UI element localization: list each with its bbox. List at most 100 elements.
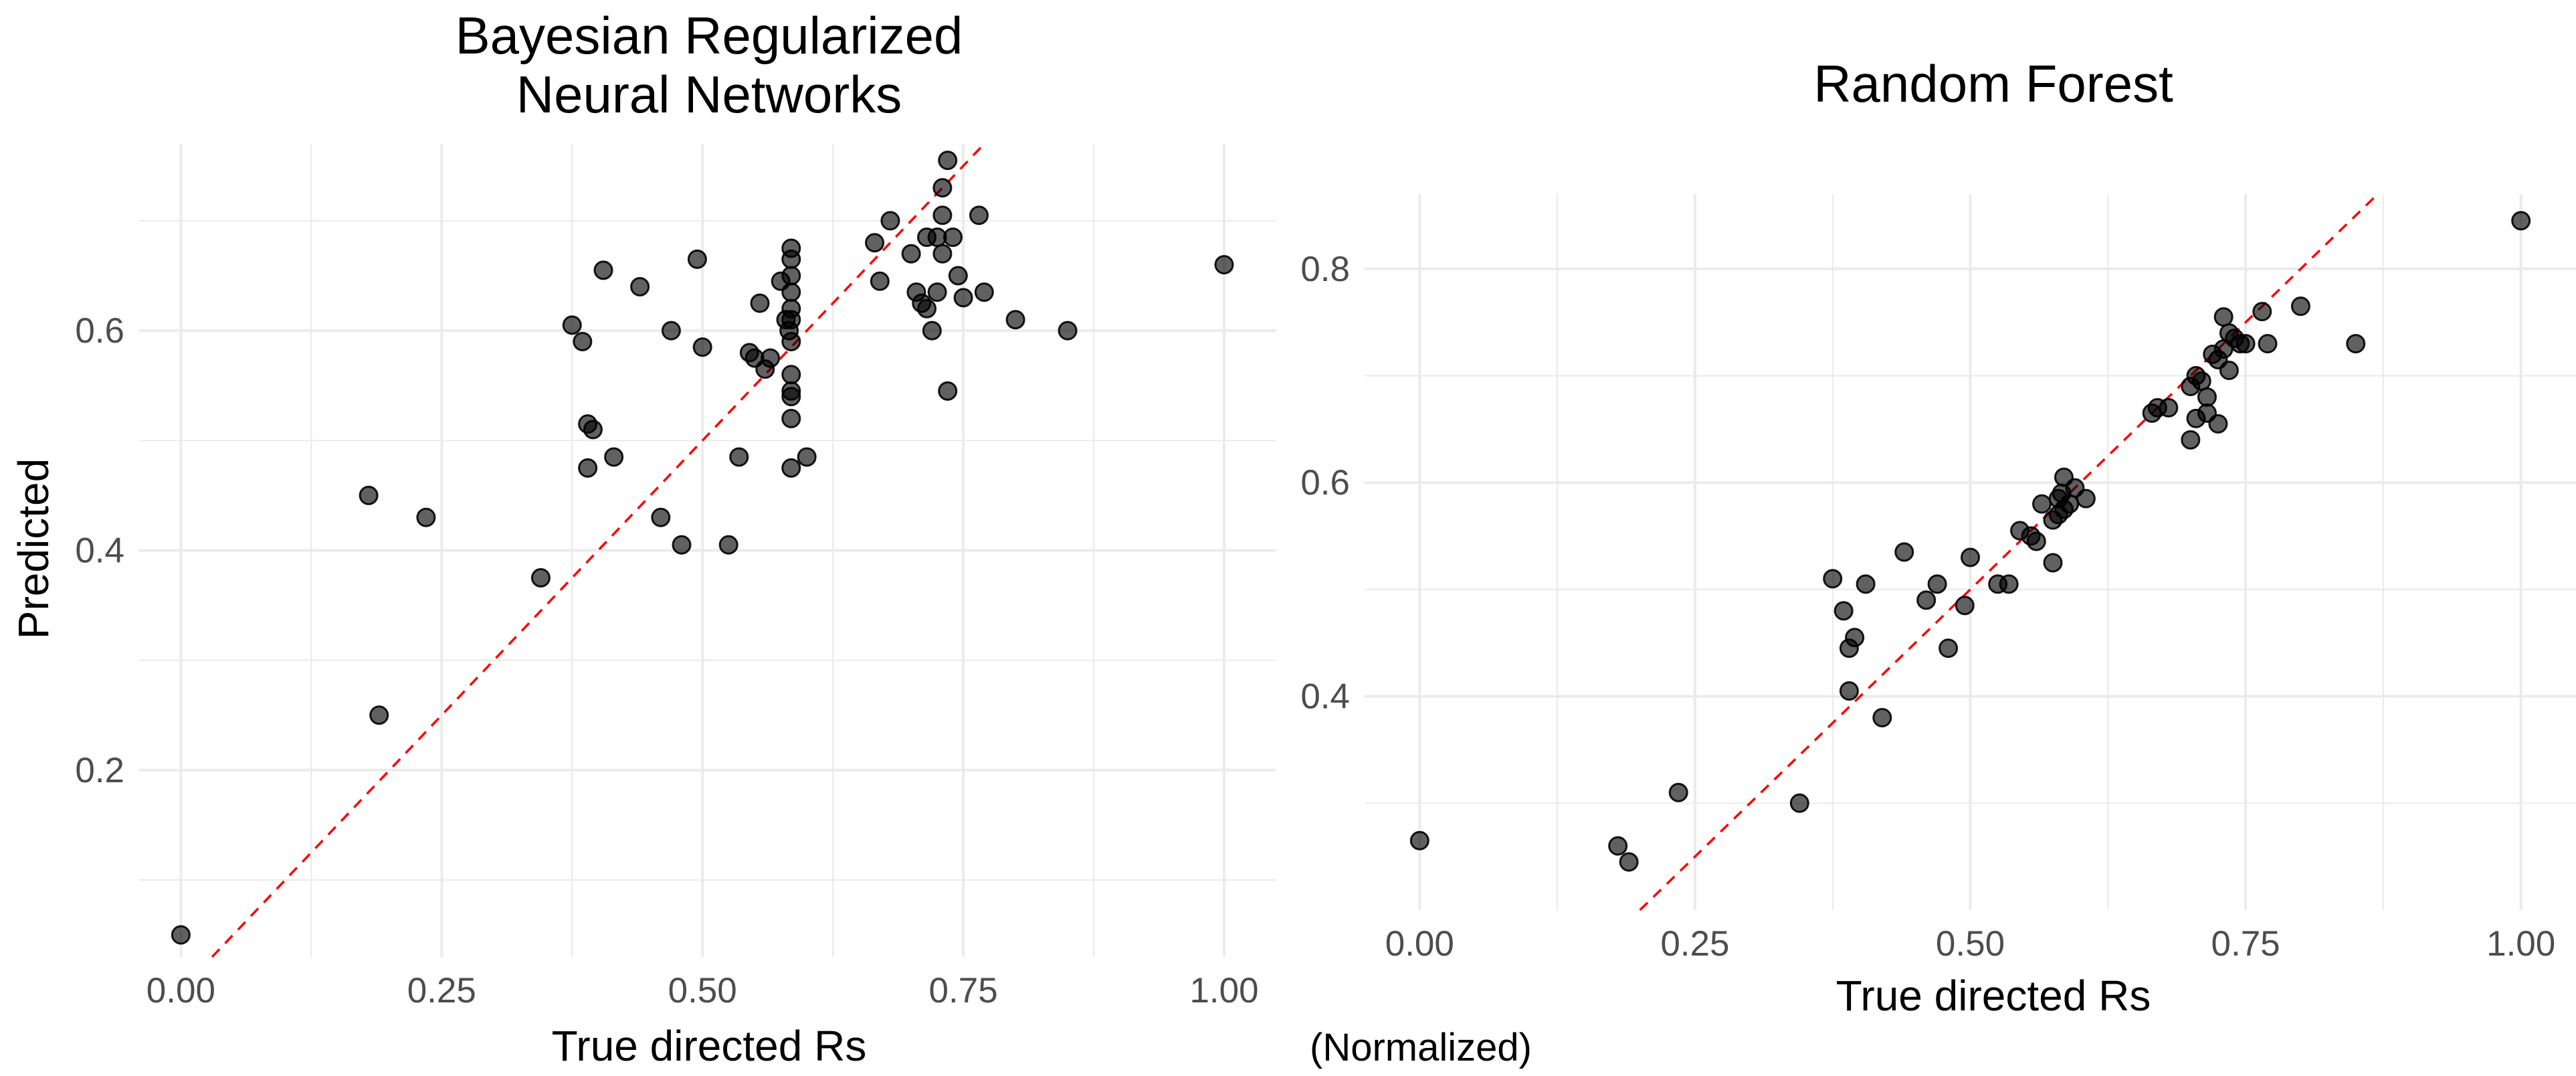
data-point <box>880 211 900 231</box>
data-point <box>938 151 958 171</box>
y-tick-label: 0.4 <box>1300 677 1350 717</box>
data-point <box>927 282 947 302</box>
x-axis-title: True directed Rs <box>552 1022 867 1070</box>
data-point <box>578 458 598 478</box>
data-point <box>932 205 953 226</box>
data-point <box>870 271 890 291</box>
x-tick-label: 0.75 <box>2211 924 2280 964</box>
y-tick-labels: 0.4 0.6 0.8 <box>1300 250 1350 717</box>
y-tick-label: 0.4 <box>75 531 124 571</box>
panel-random-forest: 0.00 0.25 0.50 0.75 1.00 0.4 0.6 0.8 Random Fo… <box>1300 54 2576 1020</box>
data-point <box>1619 852 1639 872</box>
data-point <box>750 293 770 313</box>
plot-title-line-1: Bayesian Regularized <box>456 6 963 65</box>
data-point <box>948 266 968 286</box>
data-point <box>1409 830 1429 850</box>
data-point <box>1872 708 1892 728</box>
data-point <box>932 178 953 198</box>
data-point <box>2290 296 2310 317</box>
data-point <box>1916 590 1937 610</box>
data-point <box>530 568 551 588</box>
data-point <box>781 387 801 407</box>
y-tick-label: 0.6 <box>1300 463 1350 503</box>
data-point <box>781 310 801 330</box>
x-tick-label: 1.00 <box>2486 924 2555 964</box>
data-point <box>2026 531 2046 551</box>
data-point <box>1058 321 1078 341</box>
plot-title: Random Forest <box>1813 54 2173 113</box>
data-point <box>1955 596 1975 616</box>
data-point <box>781 249 801 269</box>
data-point <box>943 228 963 248</box>
data-point <box>2181 430 2201 450</box>
data-point <box>1939 638 1959 658</box>
data-point <box>781 266 801 286</box>
data-point <box>922 321 942 341</box>
data-point <box>583 420 603 440</box>
data-point <box>953 288 973 308</box>
x-tick-label: 0.00 <box>1385 924 1454 964</box>
data-point <box>1668 782 1688 802</box>
x-tick-label: 1.00 <box>1189 971 1258 1010</box>
data-point <box>369 705 389 725</box>
data-point <box>1608 836 1628 856</box>
data-point <box>2213 307 2234 327</box>
x-tick-label: 0.50 <box>668 971 737 1010</box>
y-tick-label: 0.6 <box>75 311 124 351</box>
y-tick-label: 0.8 <box>1300 250 1350 289</box>
data-point <box>2076 488 2096 509</box>
data-point <box>1845 628 1865 648</box>
data-point <box>651 507 671 527</box>
data-point <box>1927 574 1947 594</box>
data-point <box>1961 547 1980 567</box>
data-point <box>573 332 593 352</box>
data-point <box>938 381 958 401</box>
data-point <box>1823 569 1843 589</box>
data-point <box>901 244 921 264</box>
data-point <box>917 298 937 319</box>
data-point <box>2060 494 2080 514</box>
data-point <box>718 535 738 555</box>
data-point <box>687 249 707 269</box>
data-point <box>630 276 650 296</box>
identity-reference-line <box>1639 193 2379 911</box>
data-point <box>2159 397 2179 418</box>
data-points <box>1409 211 2531 872</box>
data-point <box>781 458 801 478</box>
y-tick-labels: 0.2 0.4 0.6 <box>75 311 124 790</box>
data-point <box>1214 255 1234 275</box>
plot-title-line-2: Neural Networks <box>516 65 902 124</box>
x-tick-label: 0.75 <box>929 971 998 1010</box>
x-tick-labels: 0.00 0.25 0.50 0.75 1.00 <box>1385 924 2556 964</box>
data-point <box>692 337 712 357</box>
data-point <box>359 485 379 505</box>
x-tick-label: 0.00 <box>146 971 215 1010</box>
data-point <box>672 535 692 555</box>
data-point <box>2208 414 2228 434</box>
data-point <box>1834 601 1854 621</box>
data-point <box>604 447 624 467</box>
x-tick-label: 0.25 <box>407 971 476 1010</box>
panel-bayesian-regularized-nn: 0.00 0.25 0.50 0.75 1.00 0.2 0.4 0.6 Bayesian … <box>9 6 1276 1070</box>
x-tick-label: 0.25 <box>1660 924 1729 964</box>
data-point <box>1894 542 1914 562</box>
data-point <box>974 282 994 302</box>
data-point <box>661 321 681 341</box>
data-point <box>2191 371 2211 391</box>
data-point <box>1005 310 1025 330</box>
y-tick-label: 0.2 <box>75 751 124 790</box>
data-point <box>2346 334 2366 354</box>
data-point <box>865 233 885 253</box>
x-tick-labels: 0.00 0.25 0.50 0.75 1.00 <box>146 971 1259 1010</box>
data-point <box>1839 681 1859 701</box>
data-point <box>781 332 801 352</box>
x-axis-title: True directed Rs <box>1836 972 2151 1020</box>
data-point <box>2043 553 2063 573</box>
data-point <box>729 447 749 467</box>
data-point <box>761 348 781 368</box>
data-point <box>781 282 801 302</box>
data-point <box>416 507 436 527</box>
data-points <box>171 151 1234 945</box>
